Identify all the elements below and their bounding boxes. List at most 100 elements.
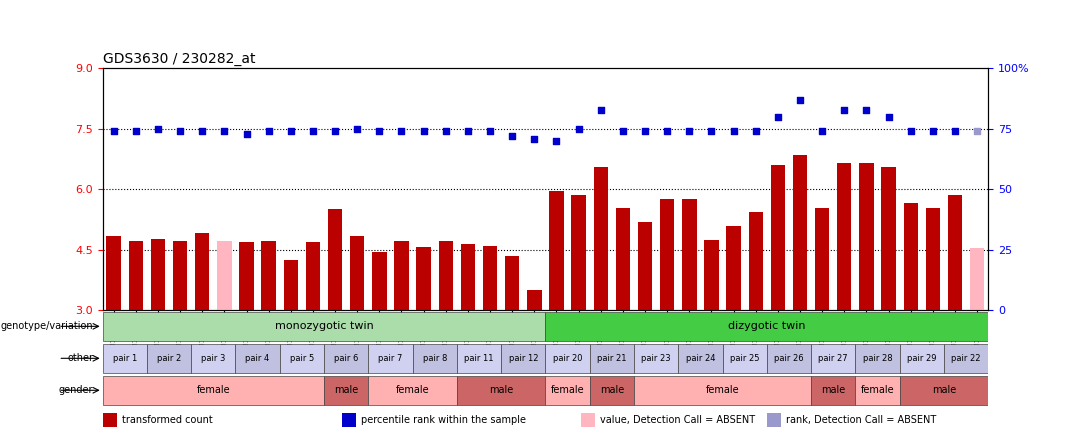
- Bar: [147, 344, 191, 373]
- Bar: [413, 344, 457, 373]
- Point: [260, 128, 278, 135]
- Point: [437, 128, 455, 135]
- Text: pair 29: pair 29: [907, 354, 936, 363]
- Bar: [350, 236, 364, 310]
- Text: male: male: [599, 385, 624, 395]
- Text: pair 12: pair 12: [509, 354, 538, 363]
- Point: [305, 128, 322, 135]
- Bar: [483, 246, 497, 310]
- Bar: [855, 344, 900, 373]
- Bar: [660, 199, 674, 310]
- Text: pair 27: pair 27: [819, 354, 848, 363]
- Point: [946, 128, 963, 135]
- Bar: [811, 376, 855, 404]
- Bar: [394, 241, 408, 310]
- Text: percentile rank within the sample: percentile rank within the sample: [361, 415, 526, 425]
- Text: pair 20: pair 20: [553, 354, 582, 363]
- Text: pair 4: pair 4: [245, 354, 270, 363]
- Bar: [811, 344, 855, 373]
- Point: [703, 128, 720, 135]
- Bar: [373, 252, 387, 310]
- Bar: [926, 207, 940, 310]
- Bar: [748, 211, 762, 310]
- Bar: [438, 241, 453, 310]
- Text: pair 8: pair 8: [422, 354, 447, 363]
- Bar: [970, 248, 984, 310]
- Point: [969, 128, 986, 135]
- Point: [282, 128, 299, 135]
- Point: [149, 125, 166, 132]
- Bar: [944, 344, 988, 373]
- Text: female: female: [197, 385, 230, 395]
- Bar: [368, 344, 413, 373]
- Bar: [704, 240, 718, 310]
- Text: male: male: [821, 385, 846, 395]
- Point: [880, 113, 897, 120]
- Point: [503, 133, 521, 140]
- Point: [193, 128, 211, 135]
- Text: value, Detection Call = ABSENT: value, Detection Call = ABSENT: [600, 415, 755, 425]
- Bar: [855, 376, 900, 404]
- Bar: [634, 376, 811, 404]
- Bar: [767, 412, 781, 427]
- Bar: [103, 376, 324, 404]
- Bar: [107, 236, 121, 310]
- Text: female: female: [861, 385, 894, 395]
- Bar: [767, 344, 811, 373]
- Point: [548, 138, 565, 145]
- Text: pair 28: pair 28: [863, 354, 892, 363]
- Bar: [793, 155, 807, 310]
- Bar: [191, 344, 235, 373]
- Point: [459, 128, 476, 135]
- Point: [858, 106, 875, 113]
- Bar: [328, 209, 342, 310]
- Bar: [284, 260, 298, 310]
- Point: [836, 106, 853, 113]
- Point: [326, 128, 343, 135]
- Point: [349, 125, 366, 132]
- Point: [792, 96, 809, 103]
- Bar: [837, 163, 851, 310]
- Bar: [235, 344, 280, 373]
- Text: pair 24: pair 24: [686, 354, 715, 363]
- Bar: [594, 167, 608, 310]
- Bar: [545, 312, 988, 341]
- Point: [415, 128, 432, 135]
- Text: pair 7: pair 7: [378, 354, 403, 363]
- Bar: [103, 344, 147, 373]
- Text: male: male: [489, 385, 513, 395]
- Text: pair 23: pair 23: [642, 354, 671, 363]
- Bar: [173, 241, 187, 310]
- Point: [105, 128, 122, 135]
- Bar: [151, 239, 165, 310]
- Bar: [103, 312, 545, 341]
- Point: [393, 128, 410, 135]
- Bar: [904, 203, 918, 310]
- Text: male: male: [932, 385, 956, 395]
- Bar: [881, 167, 895, 310]
- Point: [813, 128, 831, 135]
- Point: [725, 128, 742, 135]
- Bar: [900, 344, 944, 373]
- Text: pair 6: pair 6: [334, 354, 359, 363]
- Bar: [324, 376, 368, 404]
- Bar: [771, 165, 785, 310]
- Point: [769, 113, 786, 120]
- Bar: [590, 344, 634, 373]
- Text: pair 22: pair 22: [951, 354, 981, 363]
- Text: male: male: [334, 385, 359, 395]
- Bar: [948, 195, 962, 310]
- Text: pair 2: pair 2: [157, 354, 181, 363]
- Point: [570, 125, 588, 132]
- Bar: [240, 242, 254, 310]
- Bar: [571, 195, 585, 310]
- Bar: [341, 412, 356, 427]
- Bar: [417, 247, 431, 310]
- Text: other: other: [67, 353, 94, 363]
- Point: [924, 128, 942, 135]
- Bar: [678, 344, 723, 373]
- Bar: [860, 163, 874, 310]
- Text: female: female: [395, 385, 430, 395]
- Bar: [815, 207, 829, 310]
- Bar: [461, 244, 475, 310]
